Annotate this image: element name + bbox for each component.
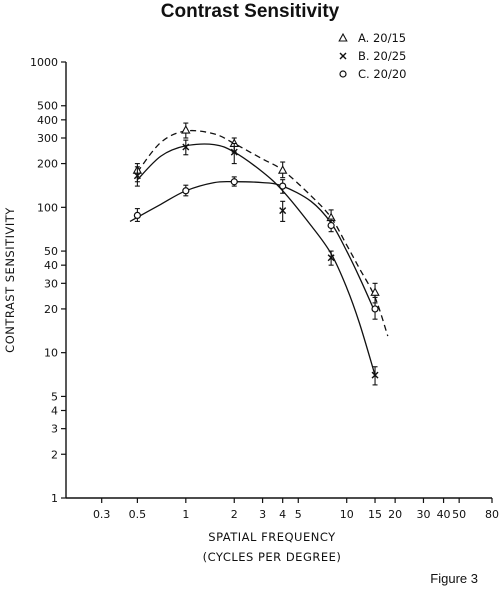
x-axis-label: SPATIAL FREQUENCY (208, 530, 336, 544)
y-tick-label: 3 (51, 423, 58, 436)
y-tick-label: 10 (44, 347, 58, 360)
data-point-3 (182, 187, 190, 195)
figure-label: Figure 3 (430, 571, 478, 586)
data-point-3 (327, 221, 335, 230)
y-axis-label: CONTRAST SENSITIVITY (3, 207, 17, 353)
fitted-curves (129, 129, 389, 376)
x-tick-label: 4 (279, 508, 286, 521)
x-axis-label-units: (CYCLES PER DEGREE) (203, 550, 342, 564)
legend-marker-2-stroke (339, 52, 347, 60)
legend-label-2: B. 20/25 (358, 49, 406, 63)
y-tick-label: 40 (44, 259, 58, 272)
x-tick-label: 30 (416, 508, 430, 521)
data-points (132, 122, 380, 386)
data-point-2-stroke (279, 207, 287, 215)
x-tick-label: 0.3 (93, 508, 111, 521)
data-point-2-stroke (230, 148, 238, 156)
y-tick-label: 5 (51, 390, 58, 403)
data-point-1 (370, 287, 380, 296)
x-tick-label: 15 (368, 508, 382, 521)
y-tick-label: 20 (44, 303, 58, 316)
series-line-2 (136, 143, 376, 376)
data-point-2-stroke (327, 254, 335, 262)
data-point-3 (279, 182, 287, 190)
x-tick-label: 5 (295, 508, 302, 521)
x-tick-label: 20 (388, 508, 402, 521)
data-point-2-stroke (182, 143, 190, 151)
data-point-2 (133, 172, 141, 180)
data-point-2-stroke (133, 172, 141, 180)
data-point-2-stroke (371, 371, 379, 379)
data-point-2 (182, 143, 190, 151)
data-point-2 (230, 148, 238, 156)
x-tick-label: 50 (452, 508, 466, 521)
data-point-1 (181, 124, 191, 134)
x-tick-label: 3 (259, 508, 266, 521)
y-tick-label: 4 (51, 405, 58, 418)
y-tick-label: 2 (51, 448, 58, 461)
legend: A. 20/15 B. 20/25 C. 20/20 (338, 31, 406, 81)
data-point-3 (371, 305, 379, 313)
x-tick-label: 80 (485, 508, 499, 521)
y-tick-label: 1 (51, 492, 58, 505)
x-tick-label: 2 (231, 508, 238, 521)
series-line-3 (129, 180, 376, 313)
y-tick-label: 400 (37, 114, 58, 127)
y-tick-label: 100 (37, 201, 58, 214)
data-point-2 (327, 254, 335, 262)
x-tick-label: 40 (437, 508, 451, 521)
chart-title: Contrast Sensitivity (160, 1, 340, 22)
legend-marker-3 (339, 70, 347, 78)
y-tick-label: 30 (44, 277, 58, 290)
y-tick-label: 500 (37, 100, 58, 113)
legend-marker-2 (339, 52, 347, 60)
legend-label-3: C. 20/20 (358, 67, 406, 81)
legend-label-1: A. 20/15 (358, 31, 406, 45)
series-line-1 (136, 129, 389, 337)
y-tick-label: 300 (37, 132, 58, 145)
y-tick-label: 200 (37, 158, 58, 171)
legend-marker-1 (338, 32, 348, 42)
data-point-3 (230, 178, 238, 186)
data-point-3 (133, 211, 141, 220)
x-tick-label: 0.5 (129, 508, 147, 521)
y-tick-label: 1000 (30, 56, 58, 69)
y-tick-label: 50 (44, 245, 58, 258)
data-point-2 (279, 207, 287, 215)
x-tick-label: 10 (340, 508, 354, 521)
data-point-1 (277, 165, 288, 174)
x-tick-label: 1 (182, 508, 189, 521)
data-point-2 (371, 371, 379, 379)
